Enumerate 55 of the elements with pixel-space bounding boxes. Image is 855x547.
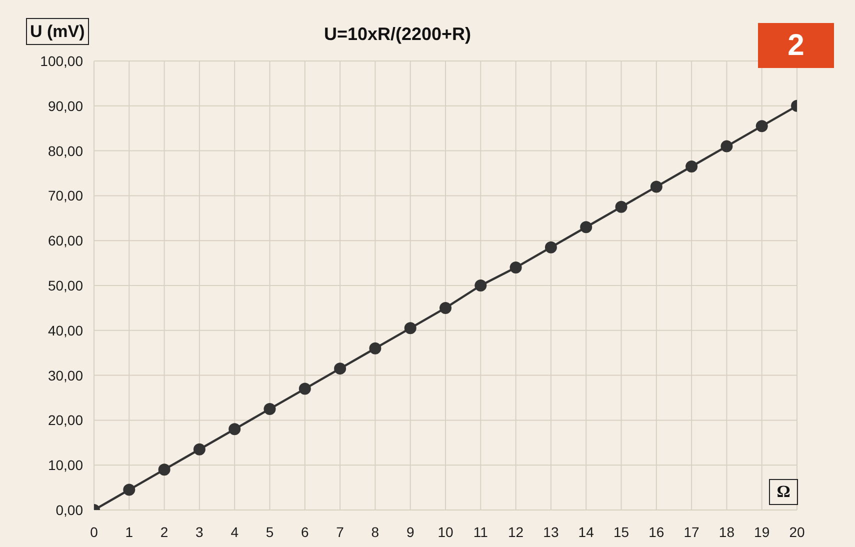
point — [720, 140, 733, 152]
y-tick-label: 40,00 — [48, 322, 84, 338]
y-tick-label: 50,00 — [48, 277, 84, 294]
point — [123, 484, 136, 496]
point — [474, 280, 487, 292]
point — [510, 262, 522, 274]
x-tick-label: 11 — [473, 524, 488, 540]
x-tick-label: 20 — [789, 524, 805, 540]
chart-title: U=10xR/(2200+R) — [324, 24, 472, 44]
y-tick-label: 10,00 — [48, 457, 84, 474]
y-tick-label: 80,00 — [48, 142, 84, 159]
y-axis-title: U (mV) — [26, 18, 89, 45]
point — [298, 382, 311, 395]
y-tick-label: 90,00 — [48, 98, 84, 114]
point — [193, 443, 206, 456]
y-tick-label: 70,00 — [48, 188, 84, 204]
x-tick-label: 17 — [684, 524, 700, 540]
x-tick-label: 16 — [648, 524, 664, 540]
point — [228, 423, 241, 436]
y-tick-label: 0,00 — [56, 502, 84, 518]
x-tick-label: 18 — [718, 524, 735, 540]
point — [158, 464, 170, 476]
point — [369, 342, 382, 354]
x-axis-title: Ω — [769, 479, 798, 505]
x-tick-label: 3 — [196, 524, 204, 540]
x-tick-label: 2 — [160, 524, 168, 540]
point — [404, 322, 416, 334]
point — [440, 302, 452, 314]
x-tick-label: 0 — [90, 524, 98, 540]
x-tick-label: 9 — [406, 524, 414, 540]
y-tick-label: 60,00 — [48, 232, 84, 249]
annotation: 2 — [758, 23, 834, 68]
point — [264, 402, 276, 415]
y-tick-label: 20,00 — [48, 412, 84, 428]
x-tick-label: 13 — [543, 524, 559, 540]
x-tick-label: 8 — [371, 524, 380, 540]
point — [650, 180, 662, 193]
x-tick-label: 4 — [230, 524, 239, 540]
x-tick-label: 1 — [125, 524, 134, 540]
x-tick-label: 6 — [301, 524, 309, 540]
point — [334, 362, 346, 375]
point — [686, 160, 698, 173]
point — [756, 120, 768, 132]
x-tick-label: 10 — [438, 524, 454, 540]
point — [544, 241, 557, 254]
y-tick-label: 30,00 — [48, 367, 84, 384]
x-tick-label: 15 — [613, 524, 630, 540]
x-tick-label: 19 — [754, 524, 770, 540]
x-tick-label: 7 — [336, 524, 344, 540]
x-tick-label: 14 — [578, 524, 594, 540]
x-tick-label: 5 — [266, 524, 274, 540]
point — [615, 200, 628, 213]
y-tick-label: 100,00 — [40, 52, 84, 69]
point — [580, 221, 592, 234]
x-tick-label: 12 — [508, 524, 524, 540]
